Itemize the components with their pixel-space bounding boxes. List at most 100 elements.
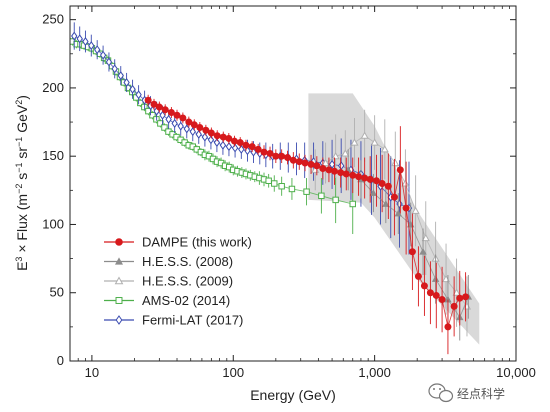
watermark: 经点科学 [428,383,505,403]
y-tick-label: 150 [42,148,64,163]
data-point [149,112,156,119]
y-axis-label: E3 × Flux (m−2 s−1 sr−1 GeV2) [14,95,30,271]
data-point [225,134,233,142]
data-point [390,193,398,201]
data-point [432,291,440,299]
wechat-icon [428,383,454,403]
data-point [394,209,402,217]
data-point [313,162,321,170]
data-point [161,106,169,114]
data-point [431,275,440,282]
legend-marker [114,276,124,285]
data-point [307,160,315,168]
data-point [438,296,446,304]
data-point [202,126,210,134]
data-point [165,114,172,124]
data-point [207,129,215,137]
plot-frame [69,5,517,362]
data-point [183,124,190,134]
y-tick-label: 200 [42,80,64,95]
data-point [342,170,350,178]
data-point [332,196,339,204]
data-point [369,189,378,196]
data-point [173,111,181,119]
data-point [238,144,245,154]
legend-marker [115,238,123,246]
data-point [391,158,400,167]
data-point [179,114,187,122]
series-2 [311,109,472,337]
legend-entry: Fermi-LAT (2017) [104,313,243,328]
data-point [366,175,374,183]
data-point [231,143,239,153]
data-point [185,118,193,126]
data-point [161,124,168,131]
data-point [426,289,434,297]
data-point [99,50,107,60]
data-point [408,248,416,256]
data-point [378,180,386,188]
data-point [157,120,164,127]
data-point [349,200,356,208]
data-point [159,110,166,120]
data-point [271,180,278,187]
data-point [213,137,221,148]
data-point [242,141,250,149]
data-point [123,77,130,88]
data-point [401,179,410,187]
legend-entry: AMS-02 (2014) [104,293,230,308]
data-point [278,152,286,160]
x-tick-label: 1,000 [358,365,391,380]
data-point [137,99,144,107]
data-point [144,96,152,104]
data-point [171,118,178,128]
legend-label: AMS-02 (2014) [142,293,230,308]
data-point [349,171,357,179]
data-point [195,129,202,139]
data-point [420,282,428,290]
data-point [248,143,256,151]
data-point [419,247,427,255]
data-point [284,154,292,162]
data-point [225,142,233,152]
data-point [295,158,303,166]
data-point [177,121,184,131]
data-point [370,138,379,146]
y-tick-label: 100 [42,216,64,231]
data-point [117,71,124,81]
data-point [452,288,461,296]
data-point [321,158,330,167]
legend-marker [114,257,124,265]
x-tick-label: 10 [85,365,99,380]
data-point [219,140,227,150]
data-point [289,156,297,164]
legend-label: Fermi-LAT (2017) [142,313,243,328]
data-point [135,90,142,100]
data-point [450,302,458,310]
legend-label: H.E.S.S. (2009) [142,274,233,289]
data-point [421,233,430,242]
data-point [94,45,101,55]
legend: DAMPE (this work) H.E.S.S. (2008) H.E.S.S.… [104,235,252,328]
data-point [288,185,296,193]
data-point [318,192,325,200]
data-point [265,177,272,184]
data-point [155,103,163,111]
data-point [331,151,340,160]
data-point [207,135,215,145]
data-point [76,34,83,44]
data-point [71,31,78,41]
y-tick-label: 50 [50,285,64,300]
data-point [105,57,113,67]
data-point [372,177,380,185]
watermark-text: 经点科学 [457,386,505,401]
y-tick-label: 0 [57,353,64,368]
data-point [444,323,452,331]
data-point [167,109,175,117]
data-point [350,138,359,146]
data-point [341,149,350,157]
x-tick-label: 100 [222,365,244,380]
legend-marker [115,297,123,304]
data-point [384,182,392,190]
